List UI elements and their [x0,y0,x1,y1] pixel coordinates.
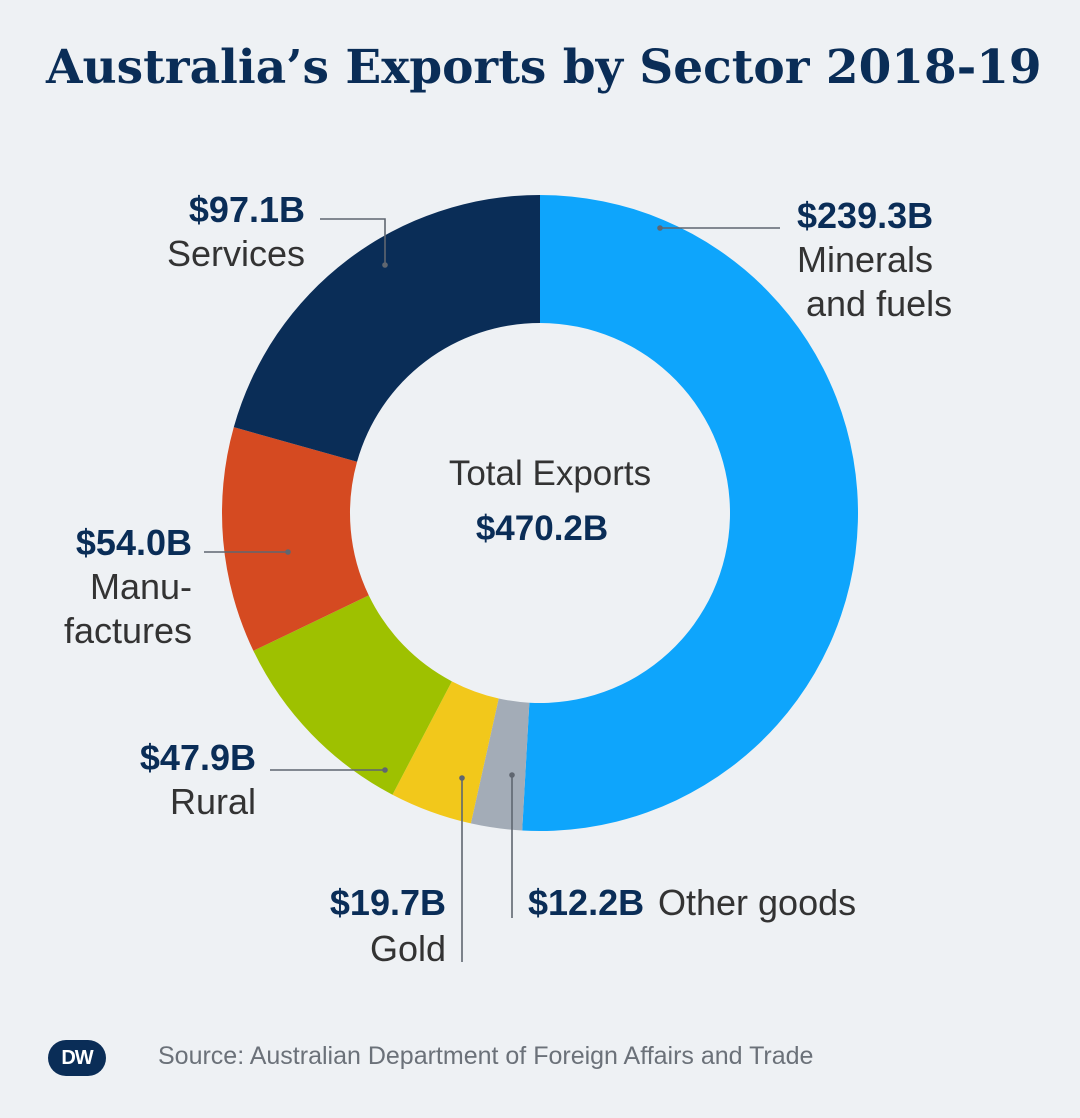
slice-minerals [522,195,858,831]
category-label-minerals-1: Minerals [797,239,933,280]
leader-lines [204,218,780,962]
leader-dot-other [509,772,515,778]
value-label-minerals: $239.3B [797,195,933,236]
slice-rural [253,595,452,795]
leader-dot-rural [382,767,388,773]
leader-dot-manufactures [285,549,291,555]
source-note: Source: Australian Department of Foreign… [158,1042,814,1070]
value-label-services: $97.1B [189,189,305,230]
dw-logo: DW [48,1040,106,1076]
slice-gold [392,681,499,824]
leader-services [320,218,386,265]
category-label-services: Services [167,233,305,274]
category-label-gold: Gold [370,928,446,969]
value-label-other: $12.2B [528,882,644,923]
leader-dot-gold [459,775,465,781]
leader-dot-services [382,262,388,268]
slice-services [233,195,540,462]
slice-manufactures [221,427,369,651]
center-label: Total Exports [449,454,651,493]
center-total-value: $470.2B [476,509,608,548]
leader-dot-minerals [657,225,663,231]
category-label-minerals-2: and fuels [806,283,952,324]
value-label-gold: $19.7B [330,882,446,923]
category-label-manufactures-1: Manu- [90,566,192,607]
slice-other [470,698,530,831]
chart-title: Australia’s Exports by Sector 2018-19 [46,40,1042,95]
donut-slices [221,195,858,831]
category-label-manufactures-2: factures [64,610,192,651]
category-label-rural: Rural [170,781,256,822]
category-label-other: Other goods [658,882,856,923]
value-label-manufactures: $54.0B [76,522,192,563]
value-label-rural: $47.9B [140,737,256,778]
footer: DW Source: Australian Department of Fore… [48,1040,1048,1080]
